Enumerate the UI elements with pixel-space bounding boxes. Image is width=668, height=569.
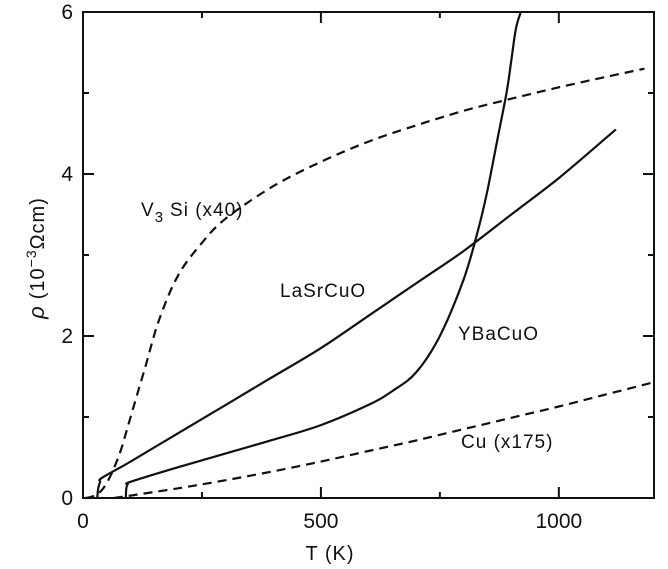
series-layer — [85, 11, 655, 500]
x-tick-label: 1000 — [535, 510, 582, 533]
y-axis-title: ρ(10−3Ωcm) — [23, 197, 49, 320]
series-label-v3si: V3 Si (x40) — [141, 200, 244, 226]
y-tick-label: 2 — [61, 325, 73, 348]
y-tick-label: 6 — [61, 1, 73, 24]
series-label-cu: Cu (x175) — [461, 432, 553, 453]
series-label-lasrcuo: LaSrCuO — [280, 281, 366, 302]
x-axis-title: T (K) — [305, 543, 354, 565]
y-tick-label: 0 — [61, 487, 73, 510]
axes-layer: 0 500 1000 0 2 4 6 — [61, 1, 655, 533]
x-tick-label: 0 — [77, 510, 89, 533]
x-tick-label: 500 — [303, 510, 338, 533]
series-line-ybacuo — [124, 11, 522, 499]
series-line-v3si-x40 — [85, 67, 645, 500]
series-line-cu-x175 — [113, 381, 655, 500]
series-line-lasrcuo — [96, 128, 617, 499]
series-label-ybacuo: YBaCuO — [458, 324, 539, 345]
y-tick-label: 4 — [61, 163, 73, 186]
